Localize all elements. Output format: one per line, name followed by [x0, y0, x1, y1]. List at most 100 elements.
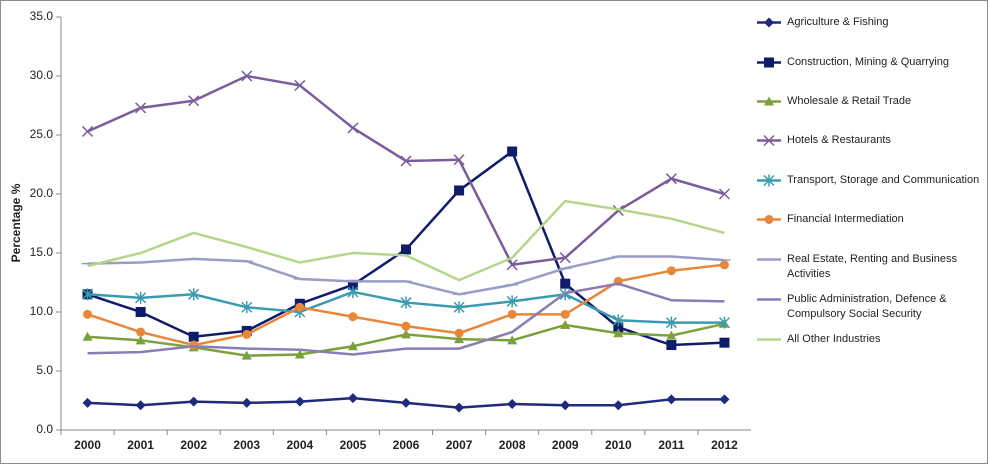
marker — [665, 173, 677, 185]
marker — [400, 155, 412, 167]
marker — [135, 291, 147, 304]
x-tick-label: 2006 — [393, 438, 420, 452]
legend-item: Construction, Mining & Quarrying — [757, 55, 982, 70]
marker — [560, 319, 571, 329]
marker — [507, 309, 517, 319]
marker — [454, 328, 464, 338]
legend-item: Real Estate, Renting and Business Activi… — [757, 252, 982, 282]
marker — [666, 266, 676, 276]
marker — [613, 400, 624, 411]
legend-swatch — [757, 57, 781, 68]
legend-item: Financial Intermediation — [757, 212, 982, 227]
legend-label: Public Administration, Defence & Compuls… — [787, 293, 947, 320]
legend-swatch — [757, 215, 781, 224]
legend-label: Wholesale & Retail Trade — [787, 95, 912, 107]
marker — [507, 146, 518, 157]
marker — [764, 215, 774, 224]
marker — [83, 309, 93, 319]
x-tick-label: 2008 — [499, 438, 526, 452]
marker — [507, 335, 518, 345]
x-tick-label: 2002 — [180, 438, 207, 452]
marker — [763, 134, 775, 147]
marker — [612, 314, 624, 327]
marker — [241, 301, 253, 314]
marker — [507, 399, 518, 410]
series-line — [87, 282, 725, 356]
x-tick-label: 2001 — [127, 438, 154, 452]
legend-label: Financial Intermediation — [787, 213, 904, 225]
legend-item: Wholesale & Retail Trade — [757, 94, 982, 109]
marker — [666, 340, 677, 351]
marker — [506, 295, 518, 308]
series-line — [87, 255, 725, 296]
x-tick-label: 2000 — [74, 438, 101, 452]
legend-swatch — [757, 338, 781, 341]
marker — [666, 330, 677, 340]
marker — [453, 301, 465, 314]
marker — [295, 302, 305, 312]
marker — [294, 349, 305, 359]
marker — [719, 260, 729, 270]
y-tick-label: 30.0 — [30, 68, 54, 82]
marker — [347, 393, 358, 404]
plot: Percentage % 0.0 5.0 10.0 15.0 20.0 25.0 30.0 3… — [9, 9, 751, 452]
marker — [560, 400, 571, 411]
legend-swatch — [757, 258, 781, 261]
marker — [82, 288, 94, 301]
x-tick-label: 2012 — [711, 438, 738, 452]
legend-swatch — [757, 174, 781, 187]
marker — [82, 125, 94, 137]
marker — [347, 122, 359, 134]
marker — [506, 259, 518, 271]
x-tick-label: 2003 — [233, 438, 260, 452]
legend-item: Public Administration, Defence & Compuls… — [757, 292, 982, 322]
y-tick-label: 15.0 — [30, 245, 54, 259]
marker — [347, 285, 359, 298]
y-tick-label: 0.0 — [36, 422, 53, 436]
legend-label: All Other Industries — [787, 333, 881, 345]
marker — [135, 307, 146, 317]
legend-swatch — [757, 298, 781, 301]
marker — [136, 327, 146, 337]
marker — [294, 396, 305, 407]
marker — [401, 321, 411, 331]
marker — [560, 309, 570, 319]
legend-label: Hotels & Restaurants — [787, 134, 891, 146]
legend-swatch — [757, 96, 781, 106]
series-line — [87, 199, 725, 282]
marker — [347, 279, 358, 290]
legend-swatch — [757, 134, 781, 147]
marker — [188, 396, 199, 407]
legend-item: All Other Industries — [757, 332, 982, 347]
legend-item: Hotels & Restaurants — [757, 133, 982, 148]
marker — [719, 394, 730, 405]
x-tick-label: 2010 — [605, 438, 632, 452]
marker — [666, 394, 677, 405]
marker — [82, 397, 93, 408]
y-tick-label: 35.0 — [30, 9, 54, 23]
marker — [665, 316, 677, 329]
marker — [453, 154, 465, 166]
legend-item: Agriculture & Fishing — [757, 15, 982, 30]
marker — [400, 296, 412, 309]
x-tick-label: 2007 — [446, 438, 473, 452]
marker — [401, 329, 411, 339]
marker — [764, 57, 774, 68]
marker — [613, 328, 624, 338]
marker — [188, 331, 199, 342]
marker — [613, 322, 624, 333]
marker — [82, 331, 93, 341]
marker — [764, 17, 774, 28]
marker — [763, 174, 775, 187]
y-tick-label: 5.0 — [36, 363, 53, 377]
marker — [188, 95, 200, 107]
x-tick-label: 2009 — [552, 438, 579, 452]
marker — [347, 341, 358, 351]
marker — [559, 252, 571, 264]
marker — [764, 96, 774, 106]
marker — [241, 350, 252, 360]
y-tick-label: 10.0 — [30, 304, 54, 318]
marker — [294, 79, 306, 91]
marker — [135, 335, 146, 345]
